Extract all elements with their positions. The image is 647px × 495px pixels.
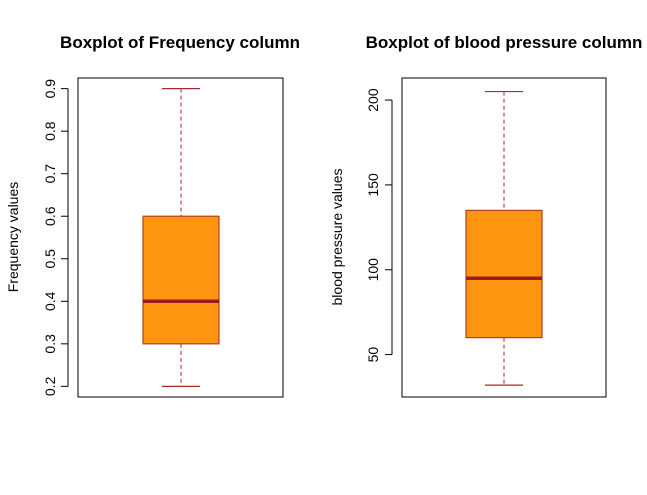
frequency-y-tick-label: 0.5 xyxy=(42,249,58,269)
frequency-iqr-box xyxy=(142,215,220,345)
frequency-y-tick-label: 0.8 xyxy=(42,121,58,141)
frequency-plot-frame xyxy=(77,77,284,398)
blood-pressure-chart-title: Boxplot of blood pressure column xyxy=(366,33,643,52)
frequency-y-tick-label: 0.7 xyxy=(42,164,58,184)
frequency-chart-title: Boxplot of Frequency column xyxy=(60,33,300,52)
frequency-y-tick-label: 0.4 xyxy=(42,291,58,311)
blood-pressure-iqr-box xyxy=(465,209,543,339)
blood-pressure-y-tick-label: 50 xyxy=(365,347,381,363)
frequency-y-tick-label: 0.9 xyxy=(42,79,58,99)
blood-pressure-y-tick-label: 200 xyxy=(365,88,381,112)
frequency-y-tick-label: 0.3 xyxy=(42,334,58,354)
frequency-y-axis-label: Frequency values xyxy=(5,182,21,293)
blood-pressure-boxplot-panel: Boxplot of blood pressure column blood p… xyxy=(329,33,643,398)
blood-pressure-y-axis-label: blood pressure values xyxy=(329,169,345,306)
blood-pressure-y-tick-label: 100 xyxy=(365,258,381,282)
frequency-y-tick-label: 0.6 xyxy=(42,206,58,226)
blood-pressure-y-tick-label: 150 xyxy=(365,173,381,197)
frequency-boxplot-panel: Boxplot of Frequency column Frequency va… xyxy=(5,33,300,398)
frequency-y-tick-label: 0.2 xyxy=(42,376,58,396)
blood-pressure-plot-frame xyxy=(401,77,607,398)
